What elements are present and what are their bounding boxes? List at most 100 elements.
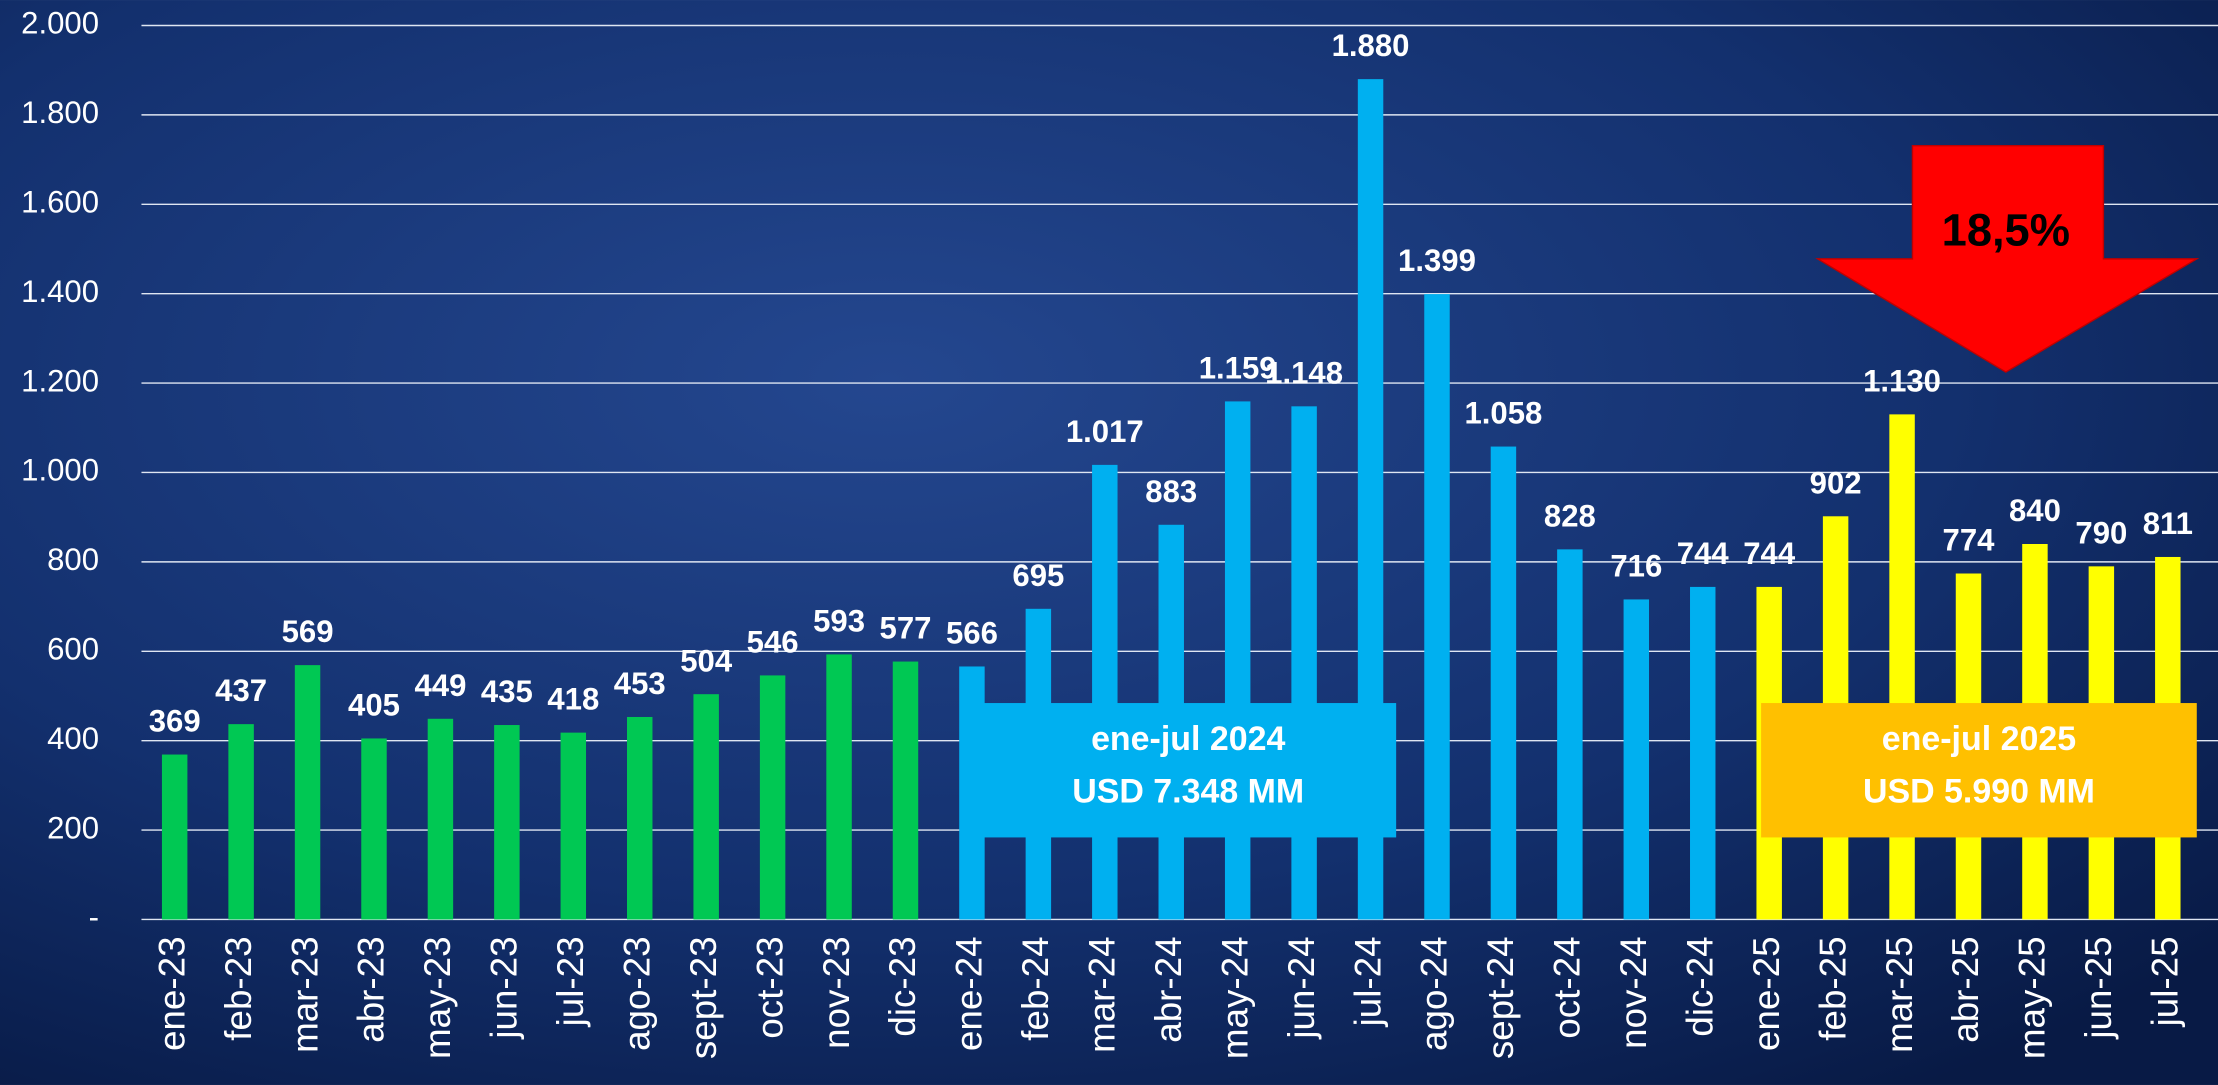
bar (1490, 446, 1517, 920)
arrow-label: 18,5% (1942, 204, 2070, 255)
box-text: USD 5.990 MM (1863, 773, 2095, 811)
value-label: 1.017 (1066, 414, 1144, 449)
x-tick-label: feb-24 (1015, 936, 1056, 1040)
y-tick-label: - (89, 900, 99, 935)
value-label: 593 (813, 604, 865, 639)
x-tick-label: ago-24 (1414, 936, 1455, 1050)
value-label: 569 (282, 614, 334, 649)
x-tick-label: jun-25 (2078, 936, 2119, 1039)
x-tick-label: nov-23 (816, 936, 857, 1048)
x-tick-label: may-23 (417, 936, 458, 1059)
bar (1224, 401, 1251, 920)
value-label: 453 (614, 666, 666, 701)
x-tick-label: feb-23 (218, 936, 259, 1040)
x-tick-label: mar-25 (1879, 936, 1920, 1052)
bar (1690, 586, 1716, 920)
x-tick-label: mar-24 (1082, 936, 1123, 1052)
x-tick-label: jul-23 (550, 936, 591, 1027)
x-tick-label: jun-23 (484, 936, 525, 1039)
x-tick-label: oct-23 (749, 936, 790, 1038)
bar (826, 654, 852, 920)
box-text: ene-jul 2024 (1091, 720, 1285, 758)
x-tick-label: jun-24 (1281, 936, 1322, 1039)
value-label: 405 (348, 688, 400, 723)
y-tick-label: 2.000 (21, 6, 99, 41)
x-tick-label: dic-23 (882, 936, 923, 1036)
value-label: 1.399 (1398, 243, 1476, 278)
y-tick-label: 1.400 (21, 274, 99, 309)
x-tick-label: ene-24 (949, 936, 990, 1050)
value-label: 369 (149, 704, 201, 739)
y-tick-label: 600 (47, 631, 99, 666)
down-arrow (1815, 145, 2200, 373)
bar (759, 675, 786, 920)
value-label: 504 (680, 643, 733, 678)
x-tick-label: may-25 (2012, 936, 2053, 1059)
plot: - 200 400 600 800 1.000 1.200 1.400 1.600 1.800 2.… (21, 6, 2218, 1059)
value-label: 840 (2009, 493, 2061, 528)
value-label: 716 (1610, 549, 1662, 584)
x-tick-label: abr-25 (1945, 936, 1986, 1042)
box-text: USD 7.348 MM (1072, 773, 1304, 811)
bar (1424, 294, 1450, 920)
x-tick-label: may-24 (1214, 936, 1255, 1059)
y-tick-label: 800 (47, 542, 99, 577)
bar (361, 738, 387, 920)
box-2025 (1761, 703, 2197, 838)
y-tick-label: 400 (47, 721, 99, 756)
bar (1291, 406, 1317, 920)
value-label: 566 (946, 616, 998, 651)
value-label: 744 (1743, 536, 1796, 571)
x-tick-label: oct-24 (1547, 936, 1588, 1038)
x-tick-label: nov-24 (1613, 936, 1654, 1048)
x-tick-label: jul-25 (2145, 936, 2186, 1027)
bar (427, 718, 454, 920)
value-label: 883 (1145, 474, 1197, 509)
value-label: 1.880 (1332, 28, 1410, 63)
x-tick-label: sept-24 (1480, 936, 1521, 1059)
value-label: 449 (414, 668, 466, 703)
bar (693, 694, 719, 920)
x-tick-label: sept-23 (683, 936, 724, 1059)
value-label: 744 (1677, 536, 1730, 571)
bar (1557, 549, 1583, 920)
value-label: 577 (880, 611, 932, 646)
bar (1623, 599, 1650, 920)
bar (294, 665, 321, 920)
value-label: 418 (547, 682, 599, 717)
x-tick-label: dic-24 (1679, 936, 1720, 1036)
value-label: 1.058 (1464, 396, 1542, 431)
bar (560, 732, 587, 920)
value-label: 695 (1012, 558, 1064, 593)
bar (161, 754, 188, 920)
y-tick-label: 1.200 (21, 363, 99, 398)
y-tick-label: 1.600 (21, 185, 99, 220)
value-label: 437 (215, 673, 267, 708)
y-tick-label: 1.000 (21, 453, 99, 488)
value-label: 1.130 (1863, 363, 1941, 398)
value-label: 1.148 (1265, 355, 1343, 390)
x-tick-label: ago-23 (616, 936, 657, 1050)
x-tick-label: abr-23 (351, 936, 392, 1042)
value-label: 790 (2075, 515, 2127, 550)
x-tick-label: ene-23 (151, 936, 192, 1050)
value-label: 828 (1544, 498, 1596, 533)
value-label: 435 (481, 674, 533, 709)
y-tick-label: 200 (47, 810, 99, 845)
bar (228, 724, 254, 920)
bar (1889, 414, 1915, 920)
x-tick-label: jul-24 (1347, 936, 1388, 1027)
value-label: 1.159 (1199, 351, 1277, 386)
x-tick-label: abr-24 (1148, 936, 1189, 1042)
box-text: ene-jul 2025 (1882, 720, 2076, 758)
x-tick-label: mar-23 (284, 936, 325, 1052)
value-label: 902 (1810, 465, 1862, 500)
value-label: 546 (747, 625, 799, 660)
value-label: 811 (2143, 506, 2193, 541)
box-2024 (978, 703, 1397, 838)
bar (1092, 464, 1118, 920)
bar (627, 716, 653, 920)
bar (494, 725, 520, 920)
